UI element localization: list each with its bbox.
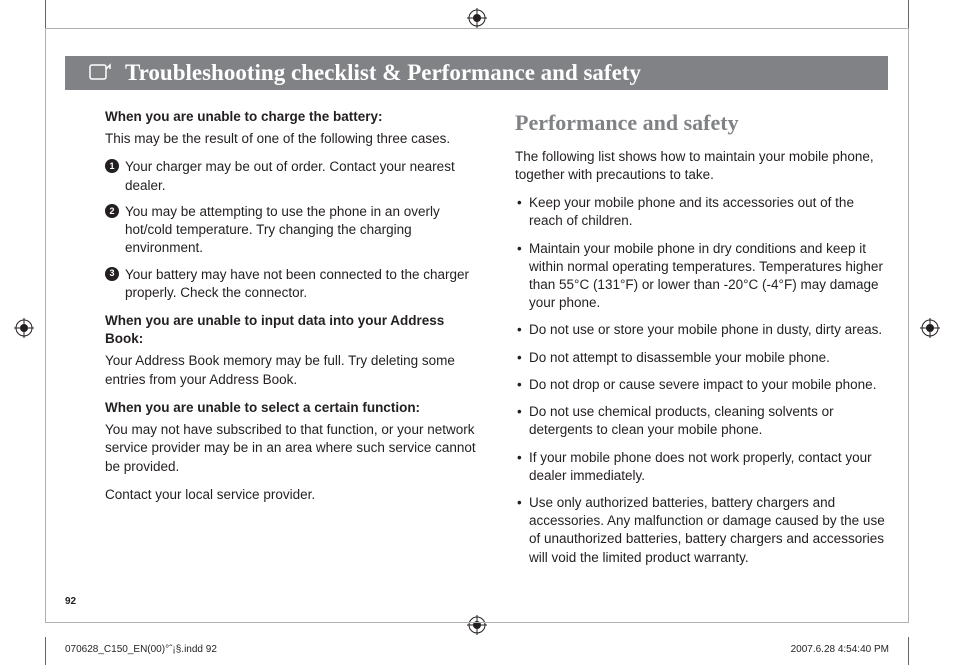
header-bar: Troubleshooting checklist & Performance …: [65, 56, 888, 90]
left-column: When you are unable to charge the batter…: [105, 108, 479, 576]
right-column: Performance and safety The following lis…: [515, 108, 889, 576]
crop-mark: [45, 637, 46, 665]
paragraph: The following list shows how to maintain…: [515, 148, 889, 184]
list-text: Your battery may have not been connected…: [125, 267, 469, 300]
list-item: Do not attempt to disassemble your mobil…: [515, 349, 889, 367]
paragraph: Your Address Book memory may be full. Tr…: [105, 352, 479, 388]
subheading: When you are unable to charge the batter…: [105, 108, 479, 126]
paragraph: This may be the result of one of the fol…: [105, 130, 479, 148]
crop-mark: [908, 637, 909, 665]
registration-mark-icon: [920, 318, 940, 338]
list-text: You may be attempting to use the phone i…: [125, 204, 440, 255]
number-badge: 2: [105, 204, 119, 218]
list-text: Do not use chemical products, cleaning s…: [529, 404, 834, 437]
footer-timestamp: 2007.6.28 4:54:40 PM: [791, 644, 889, 655]
footer-filename: 070628_C150_EN(00)°ˆ¡§.indd 92: [65, 644, 217, 655]
paragraph: You may not have subscribed to that func…: [105, 421, 479, 476]
list-text: Do not attempt to disassemble your mobil…: [529, 350, 830, 365]
list-item: Maintain your mobile phone in dry condit…: [515, 240, 889, 313]
section-title: Performance and safety: [515, 108, 889, 138]
registration-mark-icon: [467, 8, 487, 28]
list-item: 1 Your charger may be out of order. Conta…: [105, 158, 479, 194]
list-text: Do not use or store your mobile phone in…: [529, 322, 882, 337]
number-badge: 1: [105, 159, 119, 173]
list-item: Do not use chemical products, cleaning s…: [515, 403, 889, 439]
bullet-list: Keep your mobile phone and its accessori…: [515, 194, 889, 567]
list-text: Keep your mobile phone and its accessori…: [529, 195, 854, 228]
subheading: When you are unable to select a certain …: [105, 399, 479, 417]
numbered-list: 1 Your charger may be out of order. Conta…: [105, 158, 479, 302]
list-item: Do not drop or cause severe impact to yo…: [515, 376, 889, 394]
list-item: Use only authorized batteries, battery c…: [515, 494, 889, 567]
list-text: Maintain your mobile phone in dry condit…: [529, 241, 883, 311]
list-item: 3 Your battery may have not been connecte…: [105, 266, 479, 302]
list-item: 2 You may be attempting to use the phone …: [105, 203, 479, 258]
paragraph: Contact your local service provider.: [105, 486, 479, 504]
crop-mark: [45, 0, 46, 28]
subheading: When you are unable to input data into y…: [105, 312, 479, 348]
list-text: Use only authorized batteries, battery c…: [529, 495, 885, 565]
list-text: Your charger may be out of order. Contac…: [125, 159, 455, 192]
number-badge: 3: [105, 267, 119, 281]
document-icon: [83, 60, 117, 86]
list-text: If your mobile phone does not work prope…: [529, 450, 872, 483]
header-title: Troubleshooting checklist & Performance …: [125, 60, 641, 86]
content-area: When you are unable to charge the batter…: [105, 108, 889, 576]
registration-mark-icon: [14, 318, 34, 338]
list-item: Keep your mobile phone and its accessori…: [515, 194, 889, 230]
crop-mark: [908, 0, 909, 28]
page-number: 92: [65, 596, 76, 607]
list-item: If your mobile phone does not work prope…: [515, 449, 889, 485]
list-text: Do not drop or cause severe impact to yo…: [529, 377, 876, 392]
list-item: Do not use or store your mobile phone in…: [515, 321, 889, 339]
